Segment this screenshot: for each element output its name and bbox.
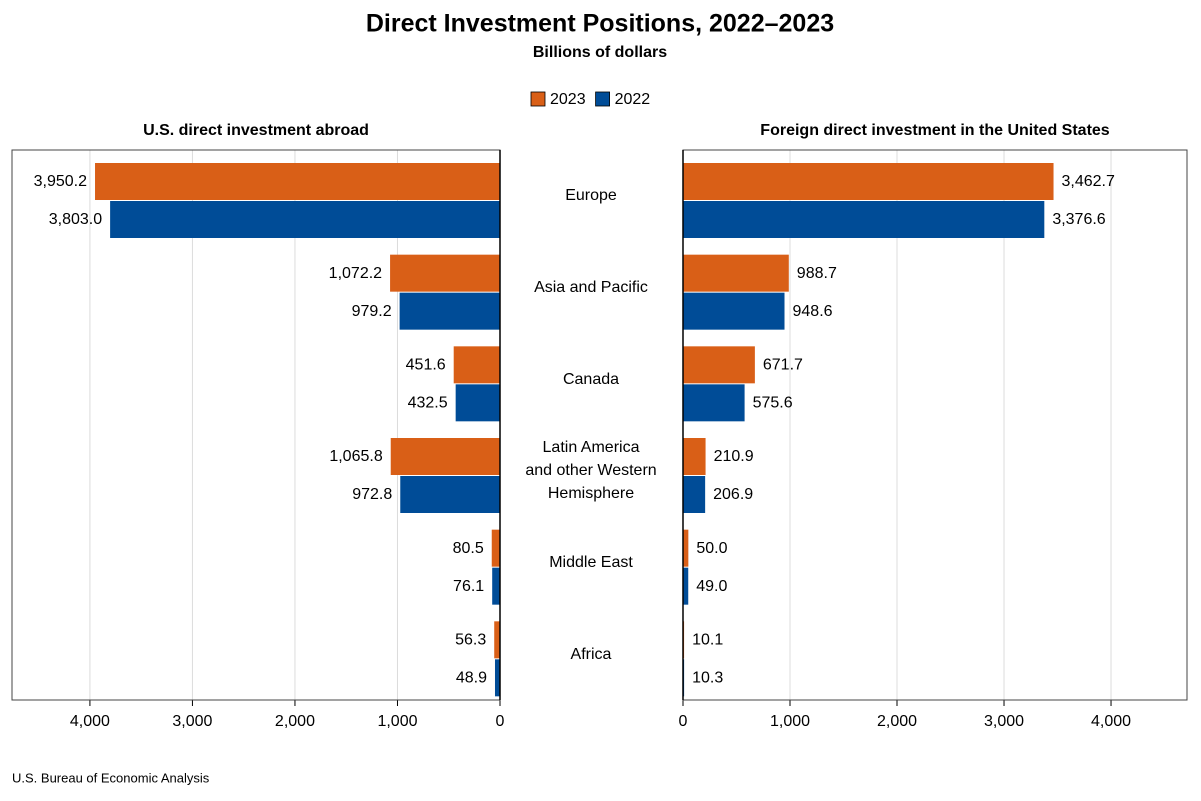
value-label: 979.2 [352,303,392,320]
value-label: 206.9 [713,486,753,503]
legend-label: 2023 [550,91,586,108]
value-label: 49.0 [696,578,727,595]
category-label: Asia and Pacific [534,279,648,296]
legend-swatch [595,91,610,107]
value-label: 1,065.8 [329,448,382,465]
value-label: 575.6 [753,395,793,412]
bar [683,438,706,475]
bar [492,567,500,605]
legend-swatch [530,91,546,107]
value-label: 10.1 [692,632,723,649]
x-tick-label: 2,000 [877,713,917,730]
panel-title: Foreign direct investment in the United … [760,122,1109,139]
value-label: 3,950.2 [34,173,87,190]
value-label: 972.8 [352,486,392,503]
bar [110,201,500,238]
x-tick-label: 1,000 [377,713,417,730]
category-label: Middle East [549,554,633,571]
chart-title: Direct Investment Positions, 2022–2023 [366,10,834,38]
x-tick-label: 3,000 [984,713,1024,730]
x-tick-label: 3,000 [172,713,212,730]
bar [455,384,500,422]
value-label: 948.6 [793,303,833,320]
value-label: 48.9 [456,670,487,687]
bar [683,346,755,384]
bar [390,438,500,475]
value-label: 1,072.2 [329,265,382,282]
bar [453,346,500,384]
value-label: 10.3 [692,670,723,687]
bar [494,659,500,697]
value-label: 210.9 [714,448,754,465]
bar [683,163,1054,200]
bar [399,292,500,330]
category-label: Europe [565,187,617,205]
value-label: 432.5 [408,395,448,412]
bar [491,529,500,567]
x-tick-label: 2,000 [275,713,315,730]
bar [400,476,500,513]
bar [683,254,789,292]
bar [683,201,1045,238]
category-label: Canada [562,370,620,388]
x-tick-label: 0 [496,713,505,730]
source: U.S. Bureau of Economic Analysis [12,770,210,785]
value-label: 3,462.7 [1062,173,1115,190]
value-label: 451.6 [406,357,446,374]
panel-title: U.S. direct investment abroad [143,122,369,139]
bar [95,163,500,200]
legend-label: 2022 [615,91,651,108]
value-label: 3,803.0 [49,211,102,228]
bar [494,621,500,659]
bar [390,254,500,292]
value-label: 671.7 [763,357,803,374]
bar [683,292,785,330]
category-label: Africa [570,645,612,663]
x-tick-label: 4,000 [1091,713,1131,730]
x-tick-label: 4,000 [70,713,110,730]
x-tick-label: 1,000 [770,713,810,730]
chart-subtitle: Billions of dollars [533,44,667,61]
bar [683,476,706,513]
value-label: 56.3 [455,632,486,649]
category-label: Latin America and other Western Hemisphe… [525,439,657,503]
bar [683,529,689,567]
value-label: 3,376.6 [1052,211,1105,228]
bar [683,567,689,605]
bar [683,384,745,422]
value-label: 50.0 [696,540,727,557]
value-label: 76.1 [453,578,484,595]
x-tick-label: 0 [679,713,688,730]
value-label: 988.7 [797,265,837,282]
value-label: 80.5 [453,540,484,557]
